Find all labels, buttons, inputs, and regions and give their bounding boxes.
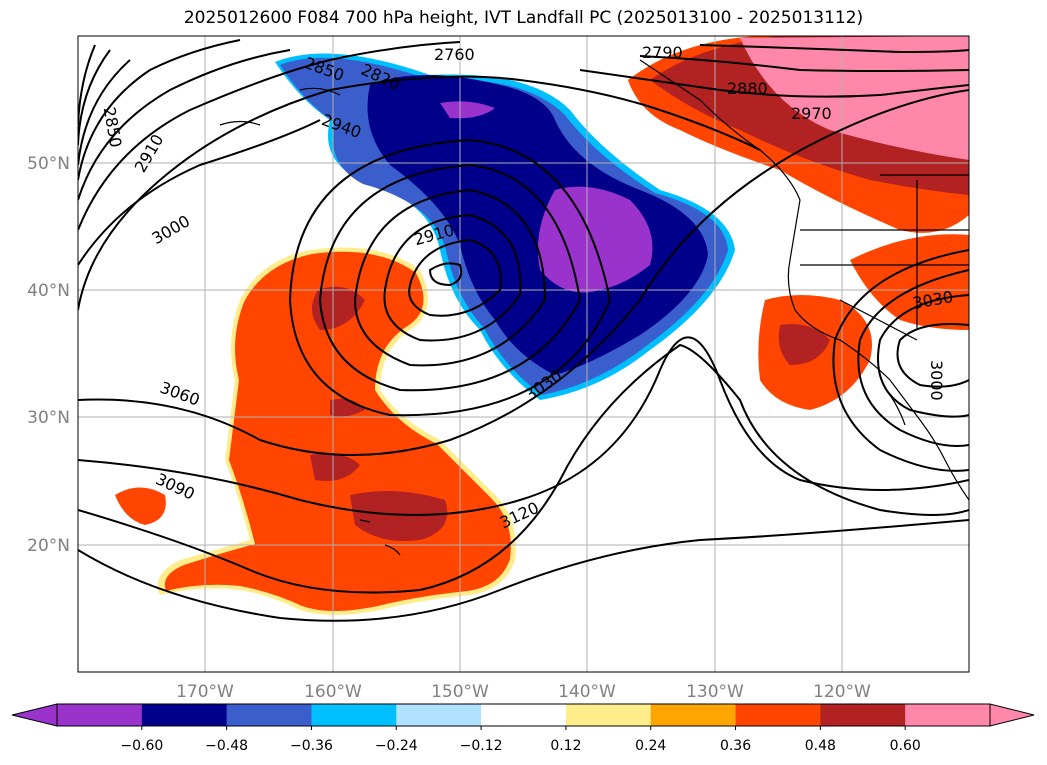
colorbar-frame <box>56 703 991 727</box>
colorbar: −0.60 −0.48 −0.36 −0.24 −0.12 0.12 0.24 0.36 0.4… <box>11 703 1035 754</box>
lon-tick-label: 140°W <box>558 682 616 702</box>
colorbar-tick-label: 0.48 <box>805 738 836 754</box>
negative-ivt-region <box>275 53 735 400</box>
colorbar-max-arrow <box>989 703 1035 727</box>
colorbar-segment <box>57 704 143 726</box>
colorbar-tick-label: −0.12 <box>460 738 503 754</box>
gridlines <box>78 36 969 672</box>
contour-label: 2970 <box>791 104 832 123</box>
colorbar-tick-label: 0.60 <box>890 738 921 754</box>
lon-tick-label: 150°W <box>431 682 489 702</box>
plot-frame <box>77 35 970 673</box>
colorbar-segment <box>820 704 906 726</box>
lon-tick-label: 170°W <box>176 682 234 702</box>
colorbar-tick-label: −0.36 <box>290 738 333 754</box>
contour-label: 2790 <box>642 43 683 62</box>
colorbar-segment <box>905 704 991 726</box>
contour-label: 2880 <box>727 79 768 98</box>
map-title: 2025012600 F084 700 hPa height, IVT Land… <box>183 8 864 28</box>
longitude-ticks: 170°W 160°W 150°W 140°W 130°W 120°W <box>176 682 871 702</box>
colorbar-tick-label: −0.24 <box>375 738 418 754</box>
lat-tick-label: 30°N <box>27 408 70 428</box>
height-contours <box>78 39 969 622</box>
colorbar-segment <box>311 704 397 726</box>
contour-label: 2760 <box>434 45 475 64</box>
colorbar-segment <box>226 704 312 726</box>
colorbar-min-arrow <box>11 703 58 727</box>
contour-label: 3000 <box>927 360 946 401</box>
positive-ivt-region <box>115 36 969 615</box>
lon-tick-label: 160°W <box>304 682 362 702</box>
colorbar-tick-label: 0.12 <box>550 738 581 754</box>
colorbar-segment <box>396 704 482 726</box>
colorbar-segment <box>141 704 228 726</box>
lat-tick-label: 20°N <box>27 536 70 556</box>
lat-tick-label: 50°N <box>27 154 70 174</box>
colorbar-tick-label: −0.60 <box>120 738 163 754</box>
lon-tick-label: 120°W <box>813 682 871 702</box>
colorbar-tick-label: 0.24 <box>635 738 666 754</box>
lon-tick-label: 130°W <box>686 682 744 702</box>
colorbar-tick-label: 0.36 <box>720 738 751 754</box>
colorbar-segment <box>481 704 567 726</box>
colorbar-segment <box>650 704 737 726</box>
colorbar-tick-label: −0.48 <box>205 738 248 754</box>
colorbar-segment <box>565 704 652 726</box>
colorbar-segment <box>735 704 821 726</box>
lat-tick-label: 40°N <box>27 281 70 301</box>
latitude-ticks: 50°N 40°N 30°N 20°N <box>27 154 70 556</box>
